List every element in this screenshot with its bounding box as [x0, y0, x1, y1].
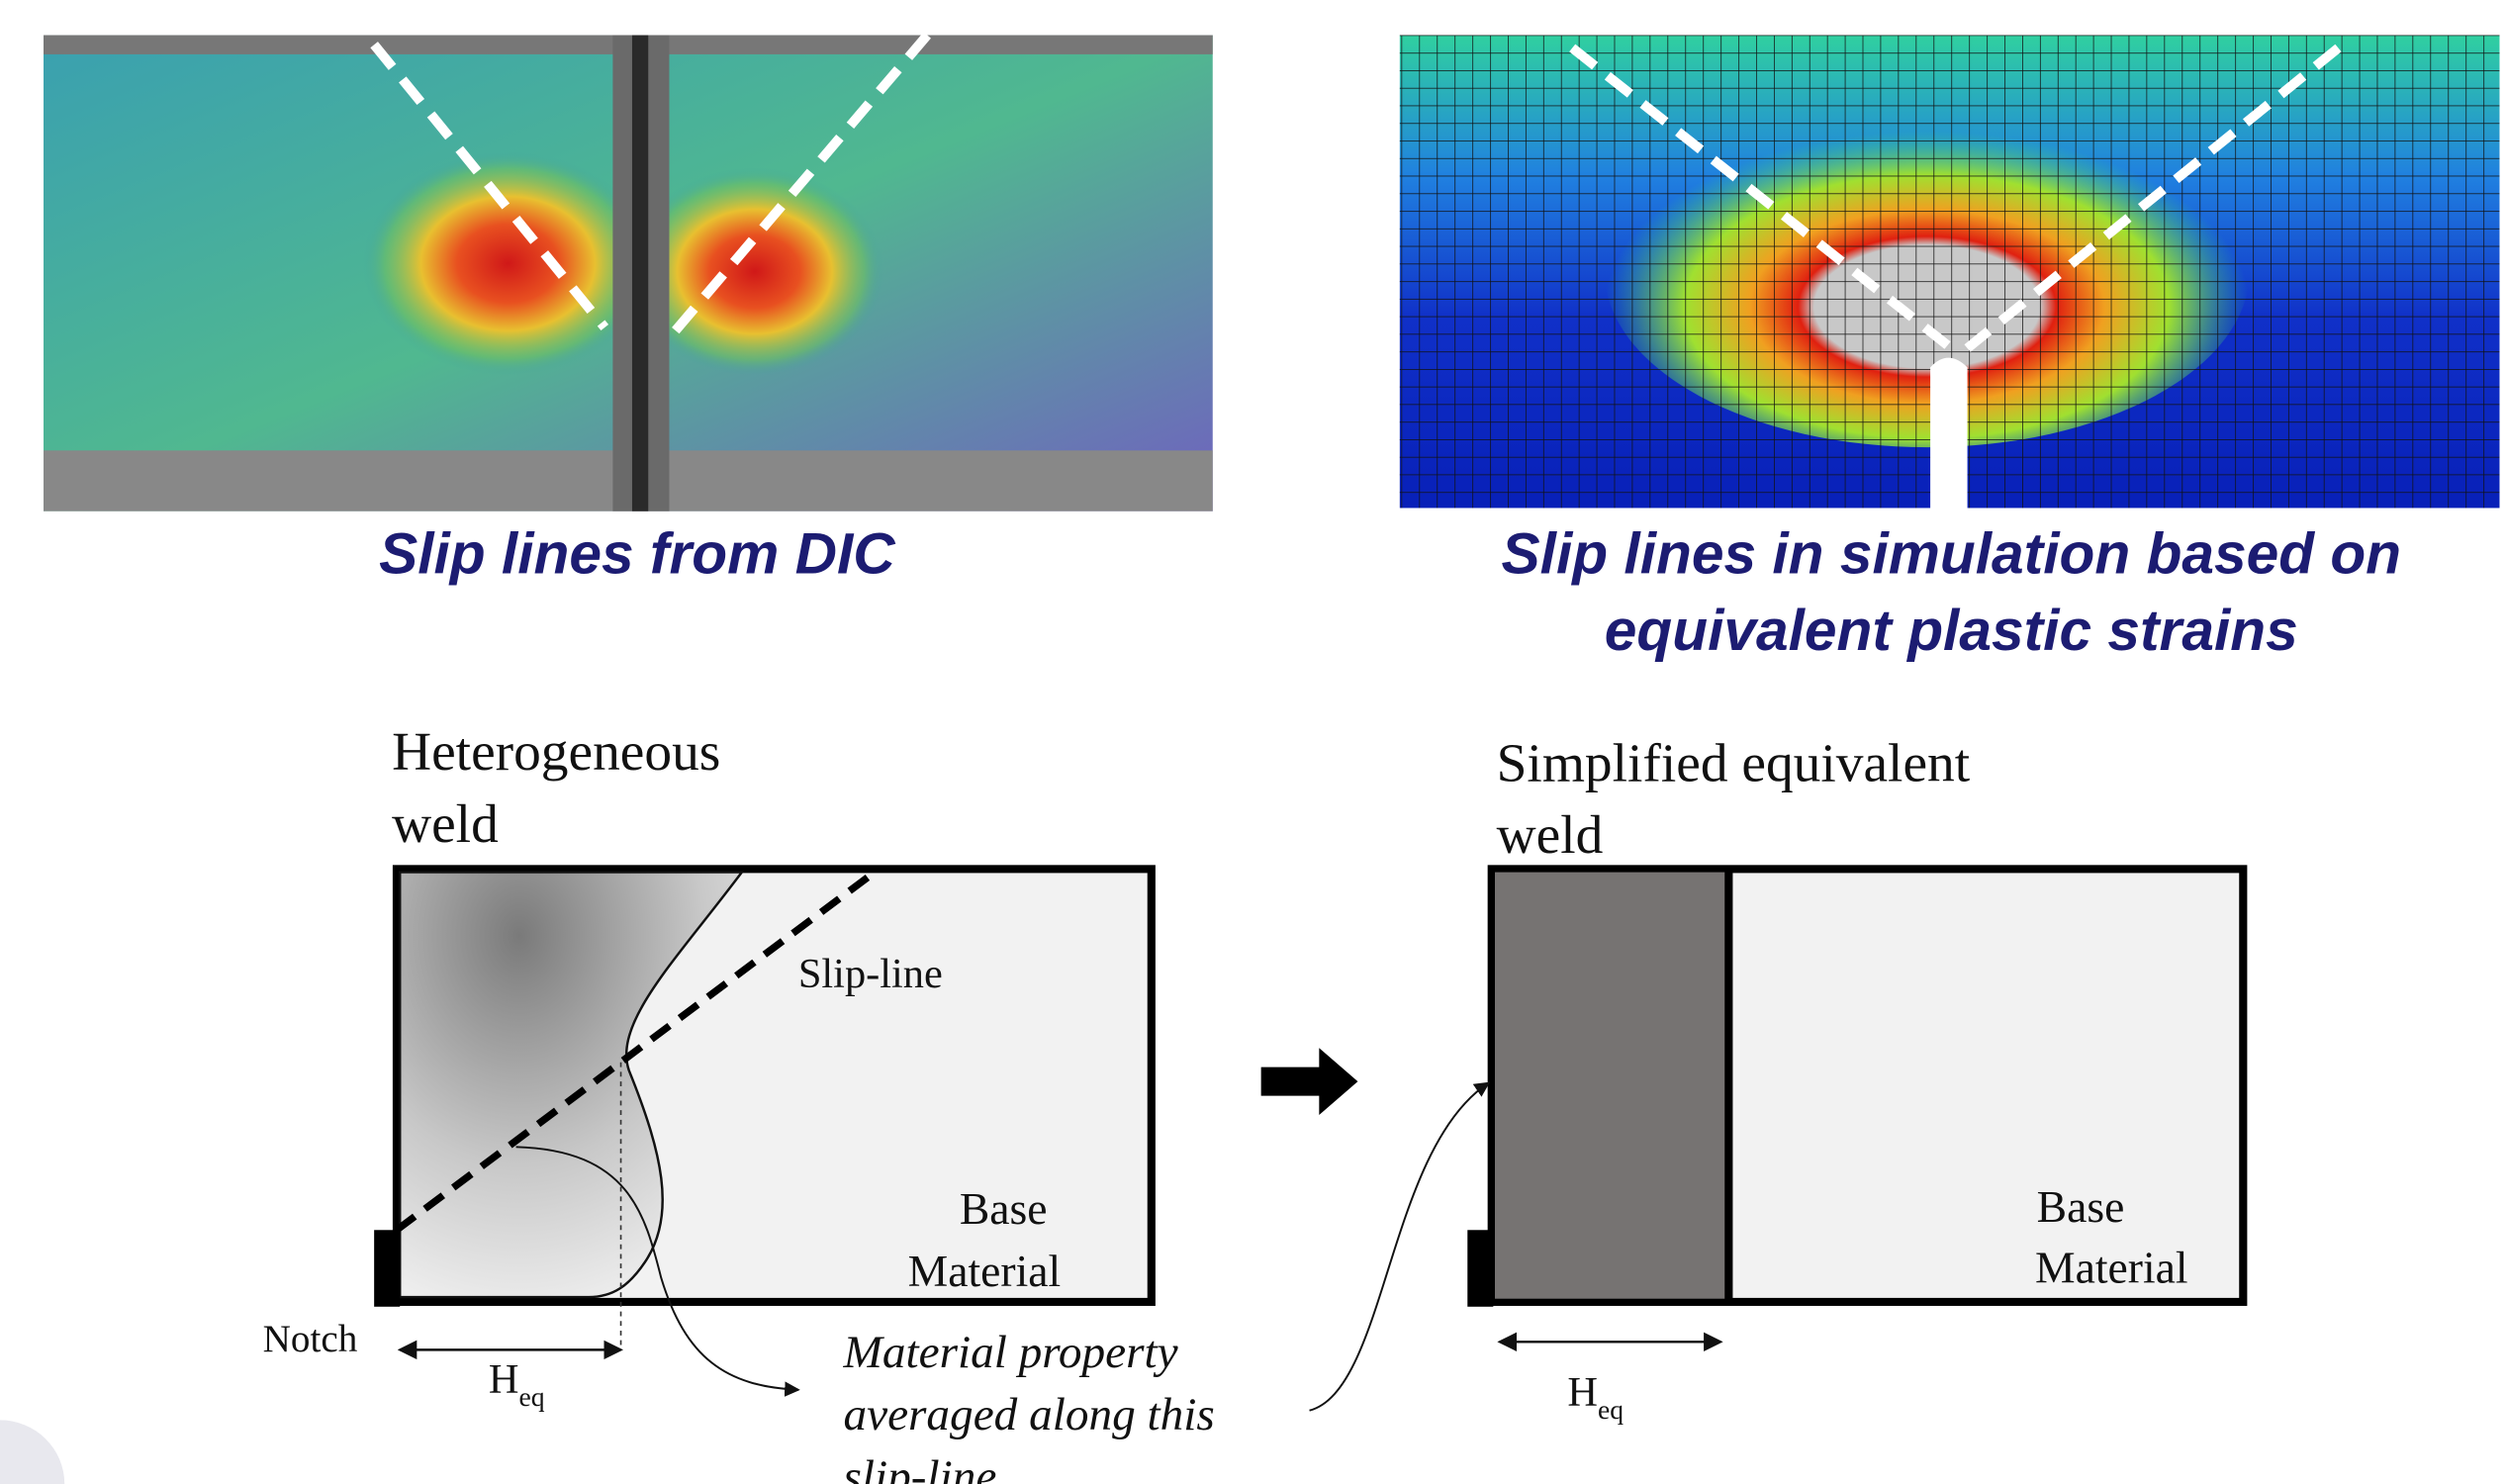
corner	[0, 1420, 64, 1484]
label: Slip-line	[798, 951, 943, 997]
label: Base	[2037, 1182, 2125, 1232]
title: weld	[1497, 804, 1604, 865]
title: Simplified equivalent	[1497, 733, 1971, 793]
page: Slip lines from DIC Slip lines in simula…	[0, 0, 2506, 1484]
label: Heq	[1567, 1369, 1624, 1425]
caption: Slip lines from DIC	[379, 522, 895, 587]
note: slip-line	[843, 1451, 996, 1484]
label: eq	[518, 1381, 544, 1412]
arrow	[1261, 1048, 1358, 1115]
label: H	[489, 1356, 519, 1403]
label: eq	[1598, 1394, 1624, 1425]
caption: Slip lines in simulation based on	[1502, 522, 2401, 587]
right-diagram	[1310, 869, 2244, 1410]
label: Material	[2035, 1244, 2188, 1293]
label: Material	[908, 1247, 1062, 1296]
label: Heq	[489, 1356, 545, 1412]
label: H	[1567, 1369, 1598, 1416]
title: Heterogeneous	[392, 721, 720, 782]
label: Notch	[263, 1318, 358, 1360]
note: averaged along this	[843, 1389, 1214, 1440]
left-diagram	[374, 869, 1152, 1389]
label: Base	[960, 1184, 1048, 1234]
title: weld	[392, 793, 499, 854]
dic-image	[44, 36, 1213, 511]
note: Material property	[842, 1327, 1177, 1378]
simulation-image	[1400, 36, 2500, 509]
caption: equivalent plastic strains	[1605, 599, 2298, 663]
